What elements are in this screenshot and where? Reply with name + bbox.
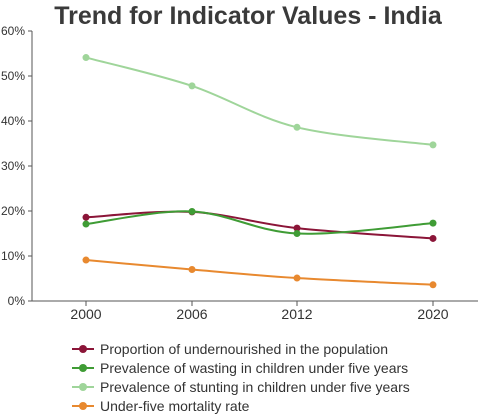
legend-swatch xyxy=(72,344,94,354)
data-point xyxy=(188,266,196,273)
x-tick-label: 2000 xyxy=(70,306,101,322)
data-point xyxy=(82,256,90,264)
y-tick-label: 60% xyxy=(1,24,25,38)
series-line xyxy=(85,210,434,235)
x-tick-labels: 2000 2006 2012 2020 xyxy=(70,301,449,322)
legend-label: Prevalence of wasting in children under … xyxy=(100,359,409,376)
x-tick-label: 2012 xyxy=(281,306,312,322)
y-tick-label: 40% xyxy=(1,114,25,128)
series-line xyxy=(85,56,434,146)
legend-item: Proportion of undernourished in the popu… xyxy=(72,339,410,358)
line-chart: 0% 10% 20% 30% 40% 50% 60% 2000 2006 2012 2020 xyxy=(1,24,478,322)
data-point xyxy=(293,230,301,237)
x-tick-label: 2020 xyxy=(417,306,448,322)
data-point xyxy=(82,213,90,221)
legend-label: Prevalence of stunting in children under… xyxy=(100,378,410,395)
data-point xyxy=(293,274,301,282)
chart-title: Trend for Indicator Values - India xyxy=(54,2,442,30)
data-point xyxy=(188,82,196,90)
data-point xyxy=(429,219,437,227)
data-point xyxy=(293,224,301,232)
series-1 xyxy=(82,208,437,242)
legend-swatch xyxy=(72,363,94,373)
data-point xyxy=(429,141,437,149)
series-2 xyxy=(82,207,437,237)
y-tick-label: 0% xyxy=(8,294,26,308)
legend: Proportion of undernourished in the popu… xyxy=(72,339,410,415)
legend-label: Proportion of undernourished in the popu… xyxy=(100,340,388,357)
legend-item: Prevalence of wasting in children under … xyxy=(72,358,410,377)
data-point xyxy=(188,207,196,215)
data-point xyxy=(82,220,90,228)
series-line xyxy=(85,259,434,286)
data-point xyxy=(82,54,90,62)
y-tick-labels: 0% 10% 20% 30% 40% 50% 60% xyxy=(1,24,32,308)
legend-swatch xyxy=(72,382,94,392)
data-point xyxy=(429,281,437,289)
series-4 xyxy=(82,256,437,289)
series-line xyxy=(85,210,434,240)
y-tick-label: 30% xyxy=(1,159,25,173)
legend-item: Under-five mortality rate xyxy=(72,396,410,415)
data-point xyxy=(293,123,301,131)
y-tick-label: 10% xyxy=(1,249,25,263)
series-3 xyxy=(82,54,437,149)
legend-item: Prevalence of stunting in children under… xyxy=(72,377,410,396)
legend-swatch xyxy=(72,401,94,411)
y-tick-label: 50% xyxy=(1,69,25,83)
legend-label: Under-five mortality rate xyxy=(100,397,250,414)
y-tick-label: 20% xyxy=(1,204,25,218)
x-tick-label: 2006 xyxy=(176,306,207,322)
series-group xyxy=(82,54,437,289)
data-point xyxy=(429,234,437,242)
